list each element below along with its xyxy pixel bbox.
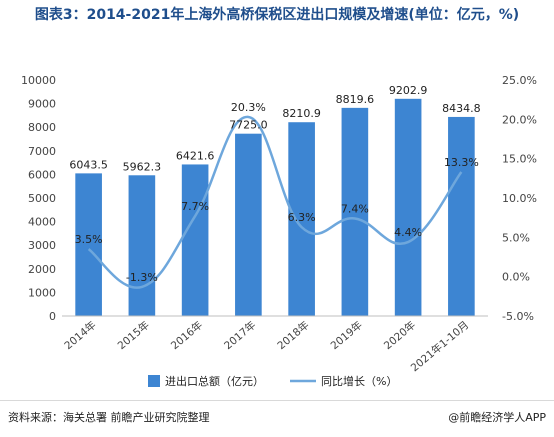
bar	[341, 107, 369, 316]
bar	[288, 122, 315, 316]
bar-value-label: 9202.9	[389, 84, 428, 97]
growth-line	[87, 115, 463, 289]
y-left-tick-label: 3000	[28, 239, 56, 252]
y-right-tick-label: 10.0%	[502, 192, 537, 205]
source-note: 资料来源：海关总署 前瞻产业研究院整理	[8, 411, 210, 424]
bar	[128, 175, 156, 316]
growth-value-label: 13.3%	[444, 156, 479, 169]
chart-title: 图表3：2014-2021年上海外高桥保税区进出口规模及增速(单位：亿元，%)	[34, 7, 520, 23]
legend-bar-label: 进出口总额（亿元）	[165, 374, 264, 388]
x-tick-label: 2014年	[62, 318, 99, 352]
y-left-tick-label: 7000	[28, 145, 56, 158]
y-left-tick-label: 2000	[28, 263, 56, 276]
bar-value-label: 8210.9	[282, 107, 321, 120]
y-left-tick-label: 6000	[28, 168, 56, 181]
bar	[235, 133, 262, 316]
x-tick-label: 2020年	[381, 318, 418, 352]
bar-value-label: 8434.8	[442, 102, 481, 115]
legend-line-label: 同比增长（%）	[321, 374, 397, 388]
y-right-tick-label: 0.0%	[502, 271, 530, 284]
bar	[181, 164, 209, 316]
bar-value-label: 6421.6	[176, 149, 215, 162]
growth-value-label: 3.5%	[75, 233, 103, 246]
x-tick-label: 2017年	[221, 318, 258, 352]
y-left-tick-label: 10000	[21, 74, 56, 87]
y-left-tick-label: 9000	[28, 98, 56, 111]
y-left-tick-label: 0	[49, 310, 56, 323]
y-left-tick-label: 4000	[28, 216, 56, 229]
bar-value-label: 6043.5	[69, 158, 108, 171]
growth-value-label: -1.3%	[126, 271, 158, 284]
y-right-tick-label: 15.0%	[502, 153, 537, 166]
bar-value-label: 5962.3	[123, 160, 162, 173]
x-tick-label: 2016年	[168, 318, 205, 352]
growth-value-label: 6.3%	[288, 211, 316, 224]
y-left-tick-label: 1000	[28, 286, 56, 299]
x-tick-label: 2021年1-10月	[408, 318, 471, 374]
chart-area: 0 1000 2000 3000 4000 5000 6000 7000 8000 9000 100…	[21, 74, 537, 388]
x-tick-label: 2015年	[115, 318, 152, 352]
growth-value-label: 7.4%	[341, 202, 369, 215]
bar-value-label: 8819.6	[336, 93, 375, 106]
x-tick-label: 2018年	[275, 318, 312, 352]
y-left-tick-label: 5000	[28, 192, 56, 205]
y-right-tick-label: 5.0%	[502, 231, 530, 244]
bar-value-label: 7725.0	[229, 119, 268, 132]
x-tick-label: 2019年	[328, 318, 365, 352]
y-left-tick-label: 8000	[28, 121, 56, 134]
y-right-tick-label: -5.0%	[502, 310, 534, 323]
growth-value-label: 7.7%	[181, 200, 209, 213]
brand-credit: @前瞻经济学人APP	[448, 411, 546, 424]
legend-bar-swatch	[148, 375, 160, 387]
growth-value-label: 20.3%	[231, 101, 266, 114]
footer: 资料来源：海关总署 前瞻产业研究院整理 @前瞻经济学人APP	[0, 400, 554, 437]
bar	[75, 173, 102, 316]
y-right-tick-label: 20.0%	[502, 113, 537, 126]
growth-value-label: 4.4%	[394, 226, 422, 239]
bar	[394, 98, 422, 317]
bar	[448, 116, 475, 316]
y-right-tick-label: 25.0%	[502, 74, 537, 87]
